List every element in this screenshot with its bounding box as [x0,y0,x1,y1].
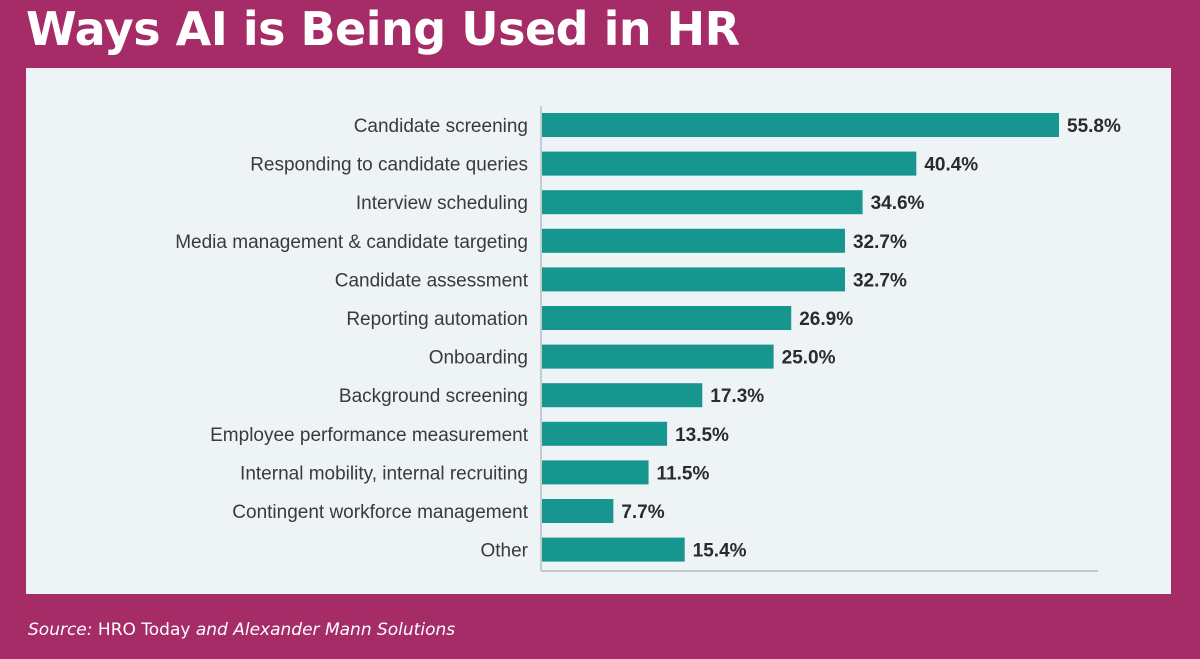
category-label: Interview scheduling [356,193,528,214]
bar [542,306,792,330]
category-label: Onboarding [429,348,528,369]
value-label: 7.7% [621,502,664,523]
category-label: Reporting automation [346,309,528,330]
bar [542,151,917,176]
bar [542,537,685,562]
category-label: Candidate screening [354,116,528,137]
value-label: 15.4% [693,541,747,562]
bar [542,499,614,523]
value-label: 40.4% [924,155,978,176]
category-label: Internal mobility, internal recruiting [240,463,528,484]
category-label: Responding to candidate queries [250,155,528,176]
source-publication: HRO Today [97,620,191,640]
value-label: 32.7% [853,270,907,291]
value-label: 25.0% [782,348,836,369]
bar-chart: Candidate screening 55.8% Responding to ca… [175,106,1121,572]
category-label: Employee performance measurement [210,425,529,446]
value-label: 32.7% [853,232,907,253]
bar [542,383,703,408]
bar [542,344,774,369]
bar [542,190,863,215]
chart-panel: Candidate screening 55.8% Responding to ca… [26,68,1171,594]
category-label: Other [480,541,528,562]
source-rest: and Alexander Mann Solutions [195,620,456,640]
value-label: 55.8% [1067,116,1121,137]
value-label: 26.9% [799,309,853,330]
bar [542,460,649,485]
source-note: Source: HRO Today and Alexander Mann Sol… [28,620,455,640]
bar [542,267,845,292]
bar [542,421,668,446]
value-label: 17.3% [710,386,764,407]
value-label: 34.6% [871,193,925,214]
category-label: Contingent workforce management [232,502,528,523]
category-label: Candidate assessment [335,270,529,291]
bar [542,113,1059,137]
bar [542,228,845,253]
category-label: Media management & candidate targeting [175,232,528,253]
value-label: 11.5% [657,463,710,484]
chart-title: Ways AI is Being Used in HR [26,2,740,56]
source-prefix: Source: [28,620,93,640]
value-label: 13.5% [675,425,729,446]
category-label: Background screening [339,386,528,407]
